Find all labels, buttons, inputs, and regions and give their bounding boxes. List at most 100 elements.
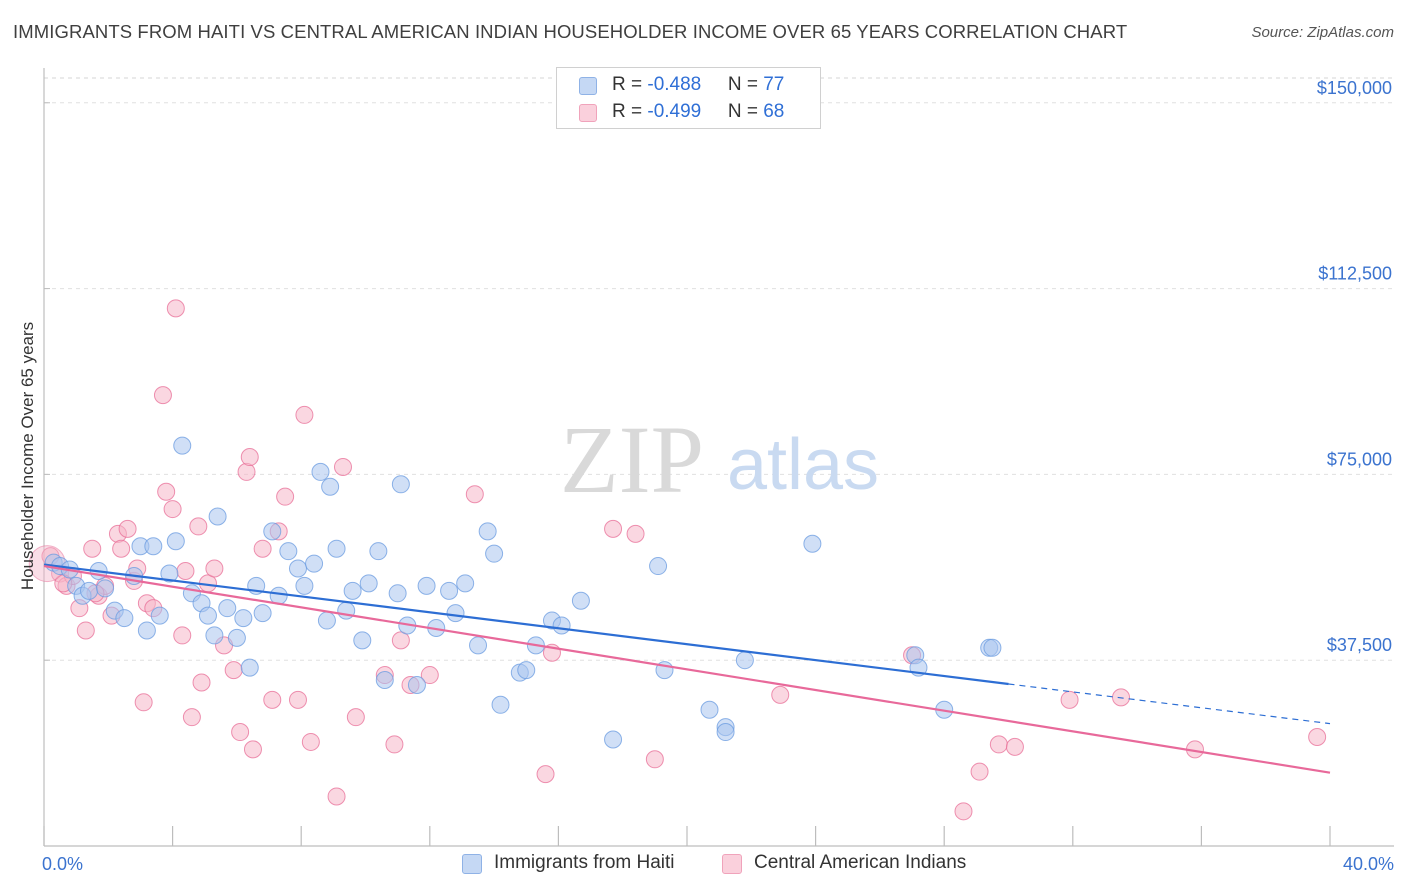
data-point-haiti [446,604,465,623]
data-point-central-american-indians [327,787,346,806]
data-point-central-american-indians [536,765,555,784]
data-point-central-american-indians [970,762,989,781]
data-point-haiti [240,658,259,677]
data-point-haiti [173,436,192,455]
data-point-central-american-indians [134,693,153,712]
data-point-haiti [321,477,340,496]
data-point-central-american-indians [231,723,250,742]
data-point-central-american-indians [163,500,182,519]
data-point-central-american-indians [346,708,365,727]
data-point-central-american-indians [1308,727,1327,746]
legend-swatch-haiti [579,77,597,95]
data-point-haiti [288,559,307,578]
gridlines [44,77,1394,661]
data-point-central-american-indians [420,666,439,685]
data-point-haiti [137,621,156,640]
data-point-central-american-indians [1060,690,1079,709]
trend-line-central-american-indians [43,564,1331,774]
r-value: -0.499 [647,101,702,122]
legend-swatch-haiti [462,854,482,874]
data-point-haiti [417,576,436,595]
trend-line-haiti-extension [1008,683,1331,725]
data-point-central-american-indians [295,405,314,424]
tick-labels: $37,500 $75,000 $112,500 $150,000 0.0% 40.0% [42,78,1394,874]
y-tick-label: $75,000 [1327,449,1392,469]
data-point-haiti [198,606,217,625]
data-point-central-american-indians [157,482,176,501]
data-point-haiti [305,554,324,573]
data-point-central-american-indians [224,661,243,680]
data-point-central-american-indians [989,735,1008,754]
data-point-haiti [327,539,346,558]
n-value: 68 [763,101,785,122]
data-point-haiti [144,537,163,556]
data-point-haiti [160,564,179,583]
data-point-haiti [317,611,336,630]
data-point-haiti [391,475,410,494]
series-legend: Immigrants from Haiti Central American I… [0,852,1406,876]
data-point-haiti [407,675,426,694]
watermark-atlas: atlas [727,425,879,505]
data-point-haiti [263,522,282,541]
n-label: N = [727,74,764,95]
data-point-central-american-indians [205,559,224,578]
n-value: 77 [763,74,785,95]
y-tick-label: $37,500 [1327,635,1392,655]
data-point-central-american-indians [385,735,404,754]
data-point-haiti [359,574,378,593]
data-point-haiti [166,532,185,551]
data-point-haiti [649,557,668,576]
data-point-central-american-indians [253,539,272,558]
data-point-haiti [571,591,590,610]
data-point-central-american-indians [1005,737,1024,756]
y-tick-label: $112,500 [1318,264,1392,284]
data-point-central-american-indians [626,524,645,543]
data-point-central-american-indians [237,462,256,481]
data-point-central-american-indians [240,448,259,467]
stats-legend: R = -0.488 N = 77 R = -0.499 N = 68 [556,67,821,129]
watermark: ZIP atlas [560,406,879,513]
data-point-haiti [552,616,571,635]
data-point-central-american-indians [153,386,172,405]
y-axis-label: Householder Income Over 65 years [18,321,37,591]
source-label: Source: ZipAtlas.com [1251,24,1394,41]
trend-lines [43,563,1331,774]
data-point-haiti [375,671,394,690]
axes [43,68,1394,847]
chart-title: IMMIGRANTS FROM HAITI VS CENTRAL AMERICA… [13,21,1128,42]
data-point-central-american-indians [166,299,185,318]
data-point-central-american-indians [112,539,131,558]
data-point-haiti [456,574,475,593]
data-point-haiti [803,534,822,553]
legend-label-haiti: Immigrants from Haiti [494,852,675,873]
data-point-central-american-indians [391,631,410,650]
data-point-central-american-indians [76,621,95,640]
data-point-haiti [234,609,253,628]
data-point-central-american-indians [189,517,208,536]
r-value: -0.488 [647,74,702,95]
x-tick-label: 0.0% [42,854,83,874]
data-point-haiti [80,581,99,600]
data-point-central-american-indians [604,519,623,538]
data-point-haiti [369,542,388,561]
data-point-central-american-indians [83,539,102,558]
data-point-haiti [388,584,407,603]
data-point-haiti [279,542,298,561]
data-point-central-american-indians [276,487,295,506]
data-point-central-american-indians [243,740,262,759]
data-point-haiti [150,606,169,625]
data-point-haiti [205,626,224,645]
data-point-haiti [517,661,536,680]
data-point-haiti [353,631,372,650]
data-point-haiti [983,638,1002,657]
data-point-central-american-indians [118,519,137,538]
data-point-central-american-indians [182,708,201,727]
data-point-haiti [227,628,246,647]
data-point-haiti [735,651,754,670]
data-point-haiti [716,723,735,742]
data-point-haiti [478,522,497,541]
data-point-haiti [343,581,362,600]
data-point-central-american-indians [645,750,664,769]
data-point-haiti [295,576,314,595]
